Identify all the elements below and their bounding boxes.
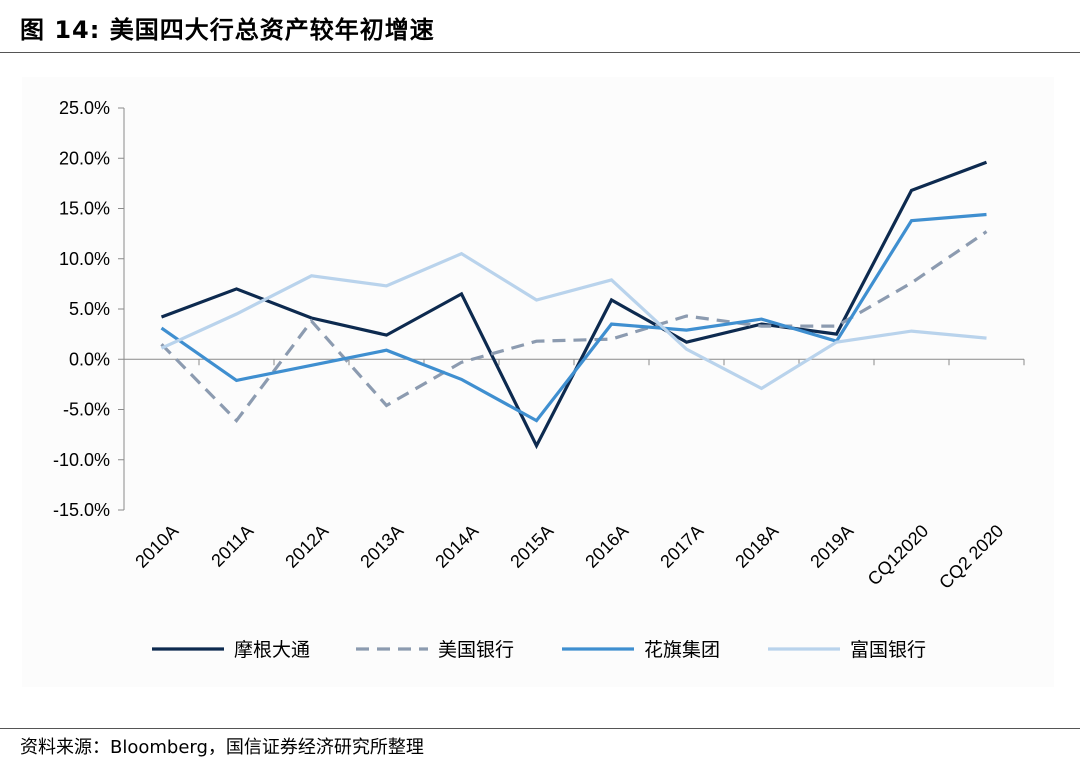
series-line-1 — [160, 230, 988, 424]
figure-title: 图 14: 美国四大行总资产较年初增速 — [20, 16, 435, 44]
legend-label-0: 摩根大通 — [234, 639, 310, 661]
x-tick-label: 2019A — [806, 521, 857, 572]
x-tick-label: 2015A — [506, 521, 557, 572]
x-axis: 2010A 2011A 2012A 2013A 2014A 2015A 2016A 2017A… — [123, 358, 1025, 593]
x-tick-label: CQ2 2020 — [935, 521, 1007, 593]
x-tick-label: 2011A — [207, 521, 257, 571]
legend-label-1: 美国银行 — [438, 639, 514, 661]
x-tick-label: 2014A — [431, 521, 482, 572]
line-chart: 25.0% 20.0% 15.0% 10.0% 5.0% 0.0% -5.0% -10.0% -… — [53, 98, 1025, 661]
legend-label-2: 花旗集团 — [644, 639, 720, 661]
y-tick-label: 10.0% — [59, 249, 110, 269]
series-line-2 — [160, 212, 987, 423]
chart-background — [22, 77, 1054, 687]
series-line-0 — [160, 160, 988, 450]
y-tick-label: 25.0% — [59, 98, 110, 118]
y-tick-label: -10.0% — [53, 450, 110, 470]
legend-label-3: 富国银行 — [850, 639, 926, 661]
x-tick-label: CQ12020 — [864, 521, 933, 590]
y-tick-label: 15.0% — [59, 199, 110, 219]
x-tick-label: 2016A — [581, 521, 632, 572]
legend: 摩根大通 美国银行 花旗集团 富国银行 — [152, 639, 926, 661]
x-tick-label: 2017A — [656, 521, 707, 572]
source-divider — [0, 728, 1080, 729]
y-tick-label: 5.0% — [69, 299, 110, 319]
y-tick-label: 20.0% — [59, 148, 110, 168]
source-note: 资料来源：Bloomberg，国信证券经济研究所整理 — [20, 737, 424, 758]
y-tick-label: 0.0% — [69, 349, 110, 369]
x-tick-label: 2010A — [131, 521, 182, 572]
x-tick-label: 2012A — [281, 521, 332, 572]
x-tick-label: 2013A — [356, 521, 407, 572]
x-tick-label: 2018A — [731, 521, 782, 572]
title-divider — [0, 52, 1080, 53]
series-lines — [160, 160, 988, 450]
y-tick-label: -15.0% — [53, 500, 110, 520]
y-tick-label: -5.0% — [63, 400, 110, 420]
series-line-3 — [160, 251, 987, 391]
y-axis: 25.0% 20.0% 15.0% 10.0% 5.0% 0.0% -5.0% -10.0% -… — [53, 98, 125, 520]
